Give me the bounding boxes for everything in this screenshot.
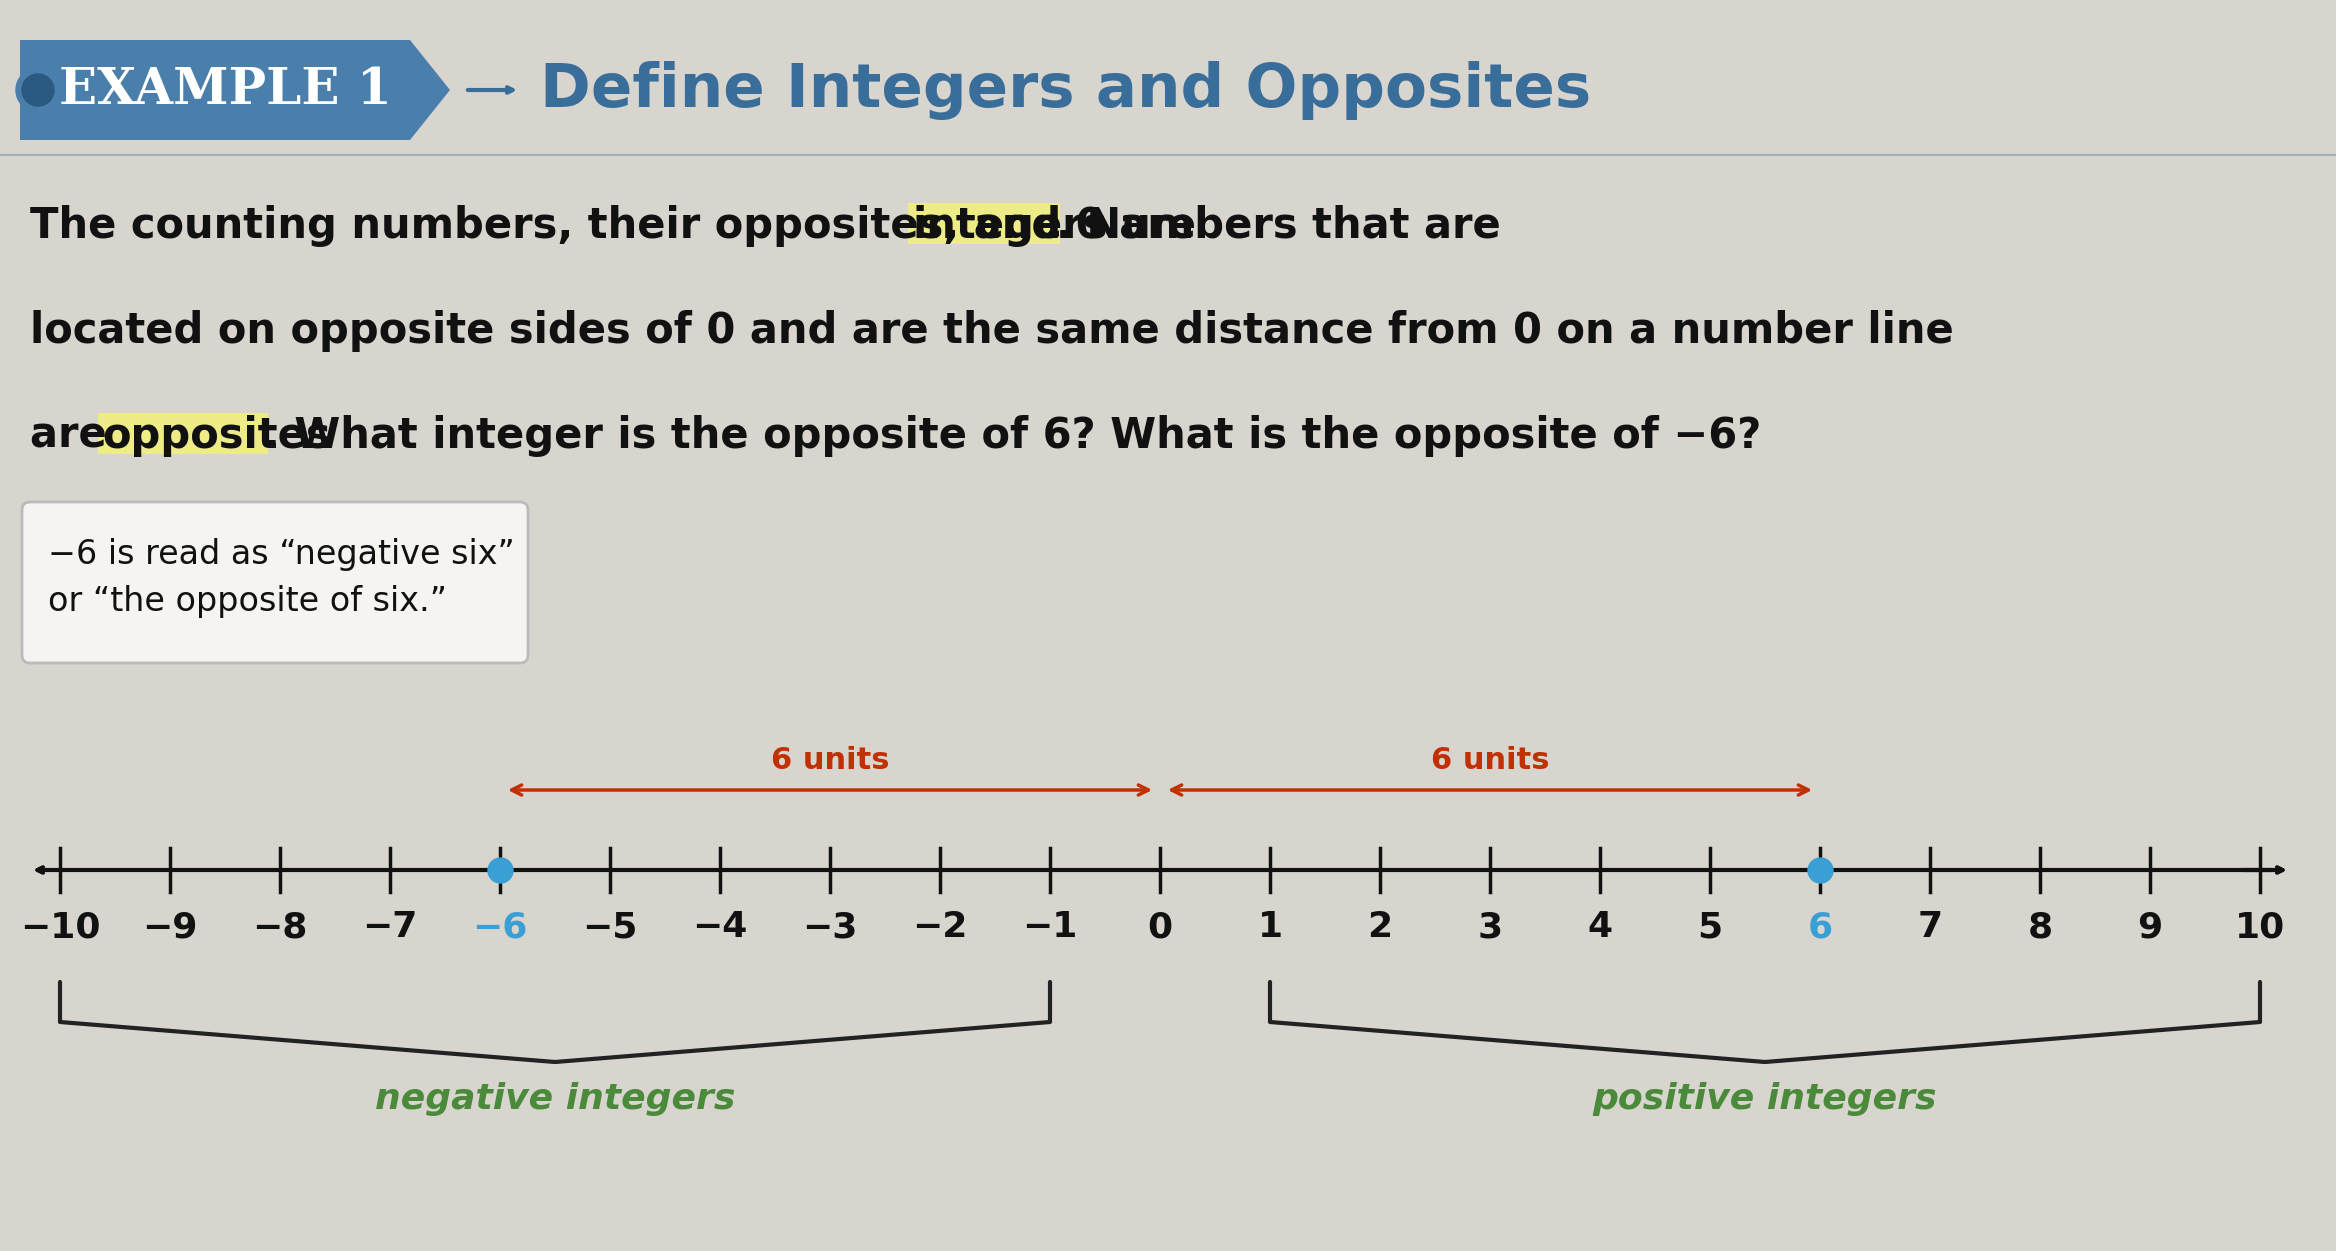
Text: 2: 2 (1367, 909, 1392, 945)
Text: opposites: opposites (103, 415, 332, 457)
Text: 6: 6 (1808, 909, 1831, 945)
Text: −1: −1 (1023, 909, 1077, 945)
Text: −7: −7 (362, 909, 418, 945)
Text: 6 units: 6 units (771, 746, 890, 776)
Text: . What integer is the opposite of 6? What is the opposite of −6?: . What integer is the opposite of 6? Wha… (264, 415, 1761, 457)
Text: Define Integers and Opposites: Define Integers and Opposites (540, 60, 1591, 120)
Text: . Numbers that are: . Numbers that are (1056, 205, 1500, 246)
Text: located on opposite sides of 0 and are the same distance from 0 on a number line: located on opposite sides of 0 and are t… (30, 310, 1953, 352)
Text: or “the opposite of six.”: or “the opposite of six.” (49, 585, 446, 618)
Text: 1: 1 (1257, 909, 1282, 945)
Text: 4: 4 (1588, 909, 1612, 945)
Text: 8: 8 (2028, 909, 2053, 945)
Polygon shape (21, 40, 451, 140)
Text: −9: −9 (142, 909, 199, 945)
Text: 6 units: 6 units (1430, 746, 1549, 776)
Text: EXAMPLE 1: EXAMPLE 1 (58, 65, 392, 115)
FancyBboxPatch shape (98, 413, 269, 454)
Circle shape (16, 68, 61, 113)
Text: positive integers: positive integers (1593, 1082, 1937, 1116)
Text: 9: 9 (2137, 909, 2163, 945)
Text: negative integers: negative integers (374, 1082, 736, 1116)
Text: −3: −3 (801, 909, 857, 945)
Text: −6: −6 (472, 909, 528, 945)
Circle shape (21, 74, 54, 106)
Text: 10: 10 (2236, 909, 2285, 945)
Text: −8: −8 (252, 909, 308, 945)
Text: −2: −2 (913, 909, 967, 945)
Text: −6 is read as “negative six”: −6 is read as “negative six” (49, 538, 514, 570)
Text: are: are (30, 415, 121, 457)
FancyBboxPatch shape (21, 502, 528, 663)
Text: −10: −10 (19, 909, 100, 945)
Text: 7: 7 (1918, 909, 1944, 945)
Text: integers: integers (911, 205, 1107, 246)
Text: The counting numbers, their opposites, and 0 are: The counting numbers, their opposites, a… (30, 205, 1210, 246)
Text: 3: 3 (1476, 909, 1502, 945)
Text: −4: −4 (691, 909, 748, 945)
Text: −5: −5 (582, 909, 638, 945)
FancyBboxPatch shape (909, 203, 1061, 244)
Text: 0: 0 (1147, 909, 1173, 945)
Text: 5: 5 (1698, 909, 1722, 945)
